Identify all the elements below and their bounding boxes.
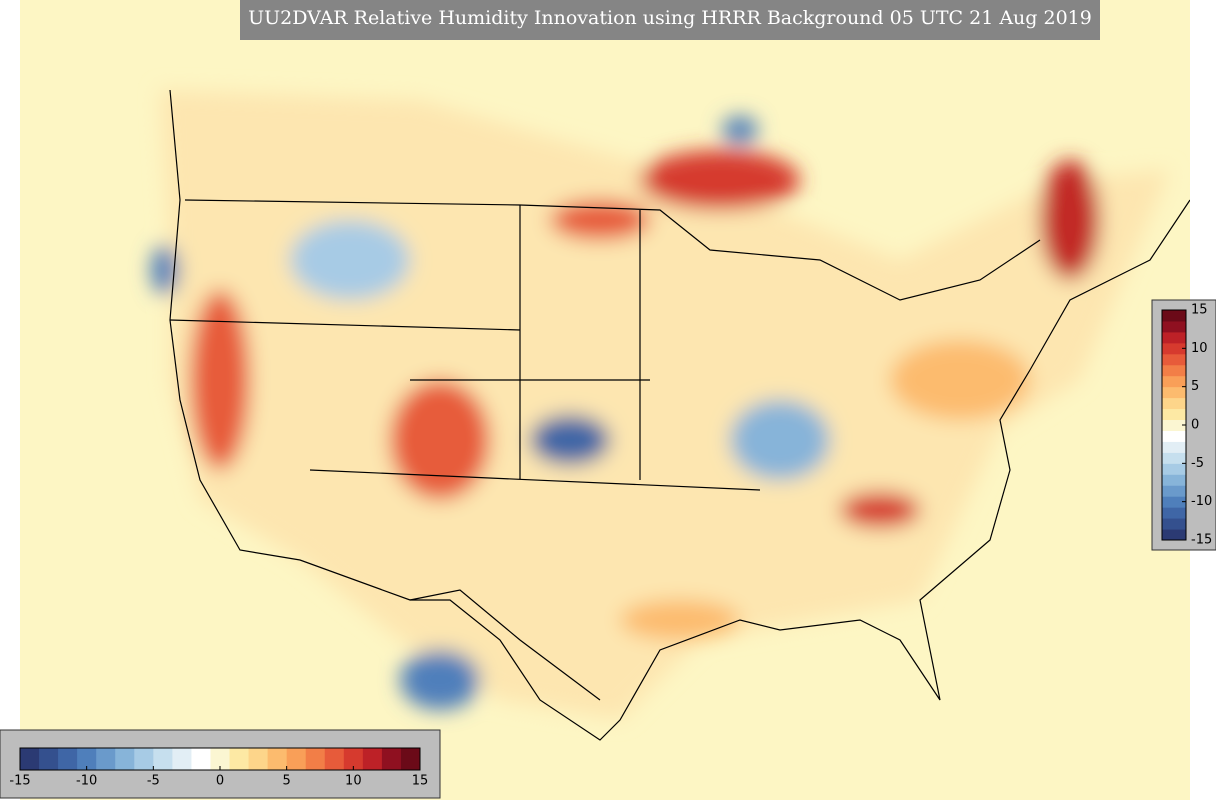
colorbar-bin [1162,518,1186,530]
title-background [240,0,1100,40]
tick-label: 5 [1191,379,1199,394]
colorbar-bin [1162,408,1186,421]
colorbar-bin [20,748,40,770]
tick-label: 10 [1191,341,1208,356]
tick-label: 0 [1191,418,1199,433]
colorbar-bin [153,748,173,770]
colorbar-bin [172,748,192,770]
colorbar-bin [1162,474,1186,486]
colorbar-bin [1162,463,1186,475]
colorbar-bin [1162,342,1186,355]
colorbar-bin [1162,310,1186,322]
boundaries [169,89,1191,741]
colorbar-bin [1162,331,1186,344]
colorbar-bin [362,748,383,770]
tick-label: 5 [283,774,291,789]
tick-label: -5 [1191,456,1204,471]
tick-label: 0 [216,774,224,789]
colorbar-bin [1162,452,1186,464]
colorbar-bin [77,748,97,770]
colorbar-bin [58,748,78,770]
tick-label: 10 [345,774,362,789]
tick-label: -10 [1191,494,1212,509]
colorbar-bin [134,748,154,770]
colorbar-bin [210,748,231,770]
colorbar-bin [1162,441,1186,453]
map-title: UU2DVAR Relative Humidity Innovation usi… [248,7,1092,29]
colorbars: -15 -10 -5 0 5 10 15 -15 -10 -5 0 5 10 15 [9,303,1212,789]
tick-label: -15 [1191,533,1212,548]
colorbar-bin [1162,397,1186,410]
tick-label: 15 [1191,303,1208,318]
colorbar-bin [324,748,345,770]
colorbar-bin [1162,375,1186,388]
colorbar-bin [267,748,288,770]
colorbar-bin [191,748,211,770]
field [151,90,1170,720]
colorbar-bin [286,748,307,770]
colorbar-bin [248,748,269,770]
colorbar-bin [39,748,59,770]
colorbar-bin [96,748,116,770]
tick-label: -10 [76,774,97,789]
colorbar-bin [1162,496,1186,508]
colorbar-bin [1162,485,1186,497]
colorbar-bin [343,748,364,770]
colorbar-bin [1162,353,1186,366]
colorbar-bin [1162,320,1186,333]
tick-label: 15 [412,774,429,789]
title-box: UU2DVAR Relative Humidity Innovation usi… [240,0,1100,40]
colorbar-bin [381,748,402,770]
tick-label: -15 [9,774,30,789]
colorbar-bin [1162,386,1186,399]
colorbar-bin [229,748,250,770]
colorbar-bin [305,748,326,770]
map [20,0,1191,800]
colorbar-bin [1162,430,1186,442]
colorbar-bin [1162,507,1186,519]
colorbar-bin [400,748,421,770]
colorbar-bin [1162,364,1186,377]
tick-label: -5 [147,774,160,789]
colorbar-bin [1162,419,1186,431]
colorbar-bin [115,748,135,770]
colorbar-bin [1162,529,1186,541]
